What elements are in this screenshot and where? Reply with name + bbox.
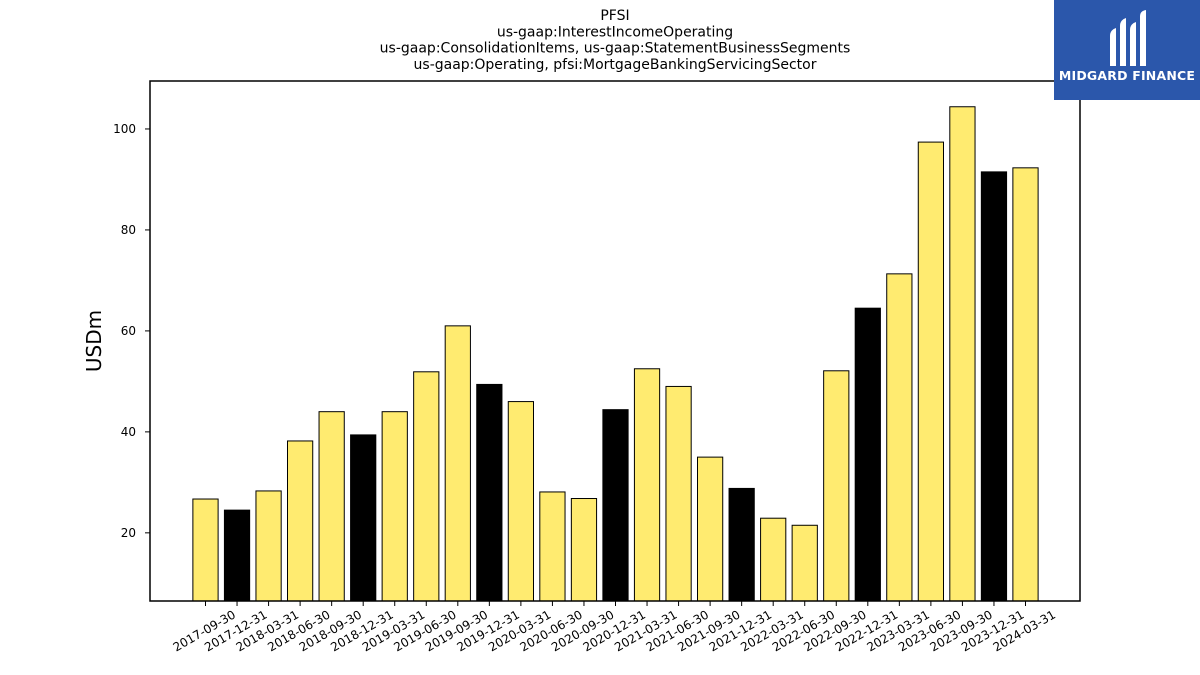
bar-2020-12-31 bbox=[602, 409, 629, 602]
bar-2020-09-30 bbox=[570, 498, 598, 602]
bar-2024-03-31 bbox=[1012, 167, 1039, 602]
bar-2020-06-30 bbox=[539, 491, 566, 602]
bar-2023-09-30 bbox=[949, 106, 976, 602]
y-tick-label: 20 bbox=[121, 526, 136, 540]
bar-2018-09-30 bbox=[318, 411, 345, 602]
bar-2022-12-31 bbox=[854, 307, 881, 602]
y-tick-label: 100 bbox=[113, 122, 136, 136]
bar-2023-03-31 bbox=[886, 273, 913, 602]
bar-2019-06-30 bbox=[413, 371, 440, 602]
y-tick-label: 40 bbox=[121, 425, 136, 439]
bar-2022-03-31 bbox=[760, 517, 787, 602]
chart-title-line: us-gaap:ConsolidationItems, us-gaap:Stat… bbox=[380, 41, 851, 57]
bar-2021-09-30 bbox=[697, 456, 724, 602]
midgard-logo-icon bbox=[1110, 10, 1146, 66]
chart-title-line: PFSI bbox=[600, 8, 629, 24]
bar-2018-06-30 bbox=[287, 440, 314, 602]
bar-2019-09-30 bbox=[444, 325, 471, 602]
bar-2023-12-31 bbox=[980, 171, 1008, 602]
bar-2021-03-31 bbox=[633, 368, 661, 602]
bar-2021-06-30 bbox=[665, 385, 692, 602]
bar-2021-12-31 bbox=[728, 487, 755, 602]
bar-2022-06-30 bbox=[791, 524, 818, 602]
bar-2017-12-31 bbox=[223, 509, 251, 602]
x-axis-ticks: 2017-09-302017-12-312018-03-312018-06-30… bbox=[171, 601, 1058, 654]
bar-2022-09-30 bbox=[823, 370, 850, 602]
chart-title: PFSIus-gaap:InterestIncomeOperatingus-ga… bbox=[380, 8, 851, 73]
bar-2018-03-31 bbox=[255, 490, 282, 602]
brand-name: MIDGARD FINANCE bbox=[1058, 68, 1196, 83]
y-axis-label: USDm bbox=[82, 310, 106, 372]
bar-2023-06-30 bbox=[917, 141, 945, 602]
bar-2018-12-31 bbox=[350, 434, 377, 602]
chart-title-line: us-gaap:Operating, pfsi:MortgageBankingS… bbox=[414, 57, 817, 73]
bar-2020-03-31 bbox=[507, 401, 534, 602]
brand-logo: MIDGARD FINANCE bbox=[1054, 0, 1200, 100]
y-tick-label: 60 bbox=[121, 324, 136, 338]
bar-2017-09-30 bbox=[192, 498, 219, 602]
chart-title-line: us-gaap:InterestIncomeOperating bbox=[497, 24, 733, 40]
bar-2019-03-31 bbox=[381, 411, 408, 602]
bar-2019-12-31 bbox=[476, 383, 503, 602]
bars bbox=[192, 106, 1039, 602]
y-axis-ticks: 20 40 60 80 100 bbox=[113, 122, 150, 540]
y-tick-label: 80 bbox=[121, 223, 136, 237]
